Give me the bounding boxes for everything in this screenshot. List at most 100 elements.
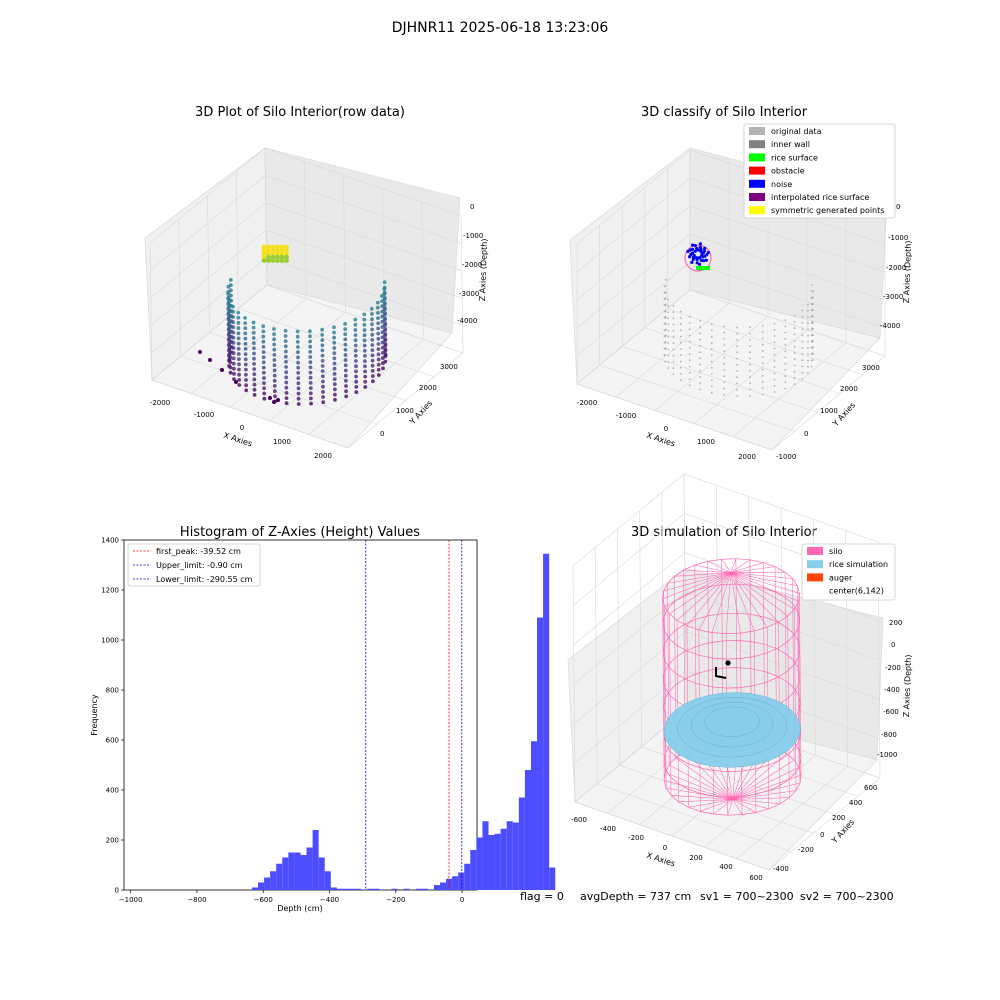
- classified-original-point: [667, 348, 670, 351]
- raw-wall-point: [353, 343, 358, 348]
- classified-original-point: [672, 373, 675, 376]
- p4-ytick-0: -400: [773, 865, 789, 873]
- classified-noise-point: [691, 257, 695, 261]
- raw-wall-point: [382, 280, 387, 285]
- raw-wall-point: [244, 378, 248, 382]
- raw-wall-point: [236, 352, 241, 356]
- classified-original-point: [801, 371, 804, 374]
- raw-wall-point: [283, 344, 288, 349]
- hist-xtick-label: −800: [187, 896, 206, 904]
- classified-original-point: [811, 308, 814, 311]
- raw-wall-point: [320, 348, 325, 353]
- raw-wall-point: [383, 296, 387, 300]
- raw-wall-point: [243, 321, 248, 325]
- raw-wall-point: [228, 278, 233, 282]
- classified-original-point: [672, 361, 675, 363]
- classified-original-point: [723, 393, 726, 396]
- hist-ytick-label: 1200: [101, 587, 119, 595]
- raw-surface-point: [261, 254, 267, 260]
- classified-original-point: [761, 325, 764, 327]
- legend-swatch: [749, 166, 765, 175]
- classified-original-point: [667, 342, 670, 345]
- raw-wall-point: [261, 365, 266, 370]
- p4-ytick-1: -200: [798, 846, 814, 854]
- classified-original-point: [773, 341, 776, 344]
- raw-wall-point: [251, 325, 256, 330]
- raw-wall-point: [362, 333, 367, 338]
- raw-wall-point: [261, 350, 266, 354]
- raw-wall-point: [370, 322, 374, 327]
- raw-wall-point: [370, 343, 375, 347]
- raw-wall-point: [363, 359, 367, 363]
- raw-wall-point: [261, 355, 266, 360]
- raw-wall-point: [243, 336, 248, 341]
- classified-rice-point: [702, 266, 704, 268]
- classified-original-point: [761, 350, 764, 352]
- raw-wall-point: [295, 334, 300, 339]
- raw-wall-point: [362, 312, 367, 317]
- panel4-legend-frame: [801, 543, 896, 601]
- classified-original-point: [773, 322, 776, 325]
- raw-wall-point: [343, 327, 348, 331]
- raw-surface-point: [275, 248, 280, 253]
- classified-noise-point: [688, 255, 692, 259]
- panel2-gridlines: [576, 149, 886, 451]
- raw-wall-point: [228, 360, 233, 365]
- hist-xticks: −1000 −800 −600 −400 −200 0: [119, 890, 464, 904]
- raw-wall-point: [332, 346, 337, 350]
- classified-original-point: [736, 351, 738, 354]
- raw-wall-point: [228, 344, 233, 349]
- classified-original-point: [688, 328, 691, 331]
- classified-original-point: [807, 359, 809, 362]
- raw-wall-point: [343, 332, 348, 337]
- classified-original-point: [807, 303, 809, 306]
- classified-original-point: [723, 375, 726, 378]
- raw-wall-point: [376, 347, 381, 351]
- raw-wall-point: [353, 338, 358, 343]
- p4-xtick-6: 600: [749, 874, 762, 882]
- raw-surface-point: [270, 248, 276, 253]
- classified-original-point: [699, 376, 702, 378]
- raw-wall-point: [382, 285, 387, 290]
- p4-xtick-4: 200: [689, 854, 702, 862]
- classified-rice-point: [698, 266, 700, 268]
- silo-generatrix: [683, 569, 733, 800]
- panel4-title: 3D simulation of Silo Interior: [631, 525, 818, 540]
- hist-bar: [439, 882, 447, 890]
- grid-z-line: [151, 229, 463, 326]
- classified-original-point: [664, 354, 667, 357]
- p1-ytick-3: 3000: [440, 363, 458, 371]
- raw-wall-point: [363, 379, 368, 384]
- classified-original-point: [773, 360, 776, 362]
- raw-wall-point: [332, 377, 337, 381]
- p2-ytick-4: 3000: [862, 364, 880, 372]
- hist-ytick-label: 200: [106, 837, 119, 845]
- classified-original-point: [672, 305, 675, 307]
- classified-noise-point: [704, 258, 709, 262]
- raw-wall-point: [236, 341, 241, 346]
- p1-ztick-4: -4000: [457, 317, 477, 325]
- classified-original-point: [710, 335, 713, 338]
- raw-wall-point: [284, 380, 289, 385]
- p2-xtick-2: 0: [664, 425, 668, 433]
- raw-surface-point: [266, 258, 271, 263]
- classified-original-point: [664, 329, 667, 332]
- panel1-points: [198, 244, 388, 406]
- hist-legend: first_peak: -39.52 cm Upper_limit: -0.90…: [127, 543, 261, 587]
- classified-original-point: [710, 360, 713, 363]
- raw-wall-point: [369, 306, 374, 311]
- raw-wall-point: [272, 378, 277, 383]
- classified-original-point: [749, 394, 751, 397]
- classified-original-point: [784, 331, 787, 334]
- raw-wall-point: [308, 355, 313, 359]
- classified-original-point: [699, 357, 702, 360]
- classified-original-point: [699, 351, 702, 353]
- p4-ytick-2: 0: [820, 831, 824, 839]
- classified-noise-point: [700, 254, 704, 258]
- raw-wall-point: [320, 369, 325, 373]
- classified-original-point: [667, 323, 670, 326]
- raw-wall-point: [272, 373, 277, 378]
- hist-bar: [537, 617, 544, 890]
- classified-noise-point: [697, 256, 702, 260]
- raw-low-point: [198, 350, 202, 354]
